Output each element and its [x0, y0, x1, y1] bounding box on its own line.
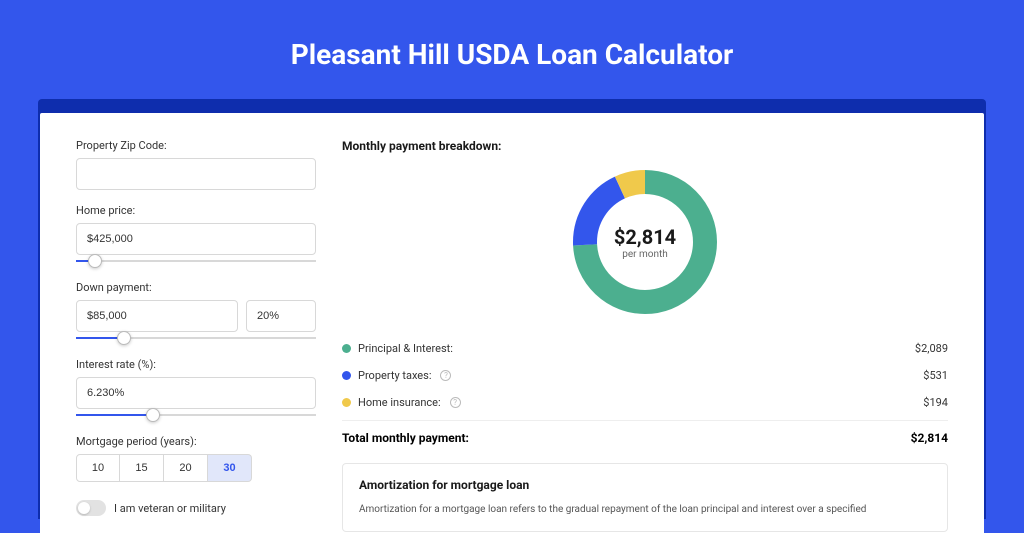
- legend-left: Home insurance:?: [342, 396, 461, 409]
- legend-dot: [342, 371, 351, 380]
- down-payment-pct-input[interactable]: [246, 300, 316, 332]
- donut-subtitle: per month: [622, 249, 668, 260]
- legend-left: Principal & Interest:: [342, 342, 453, 355]
- period-button-10[interactable]: 10: [76, 454, 120, 482]
- info-icon[interactable]: ?: [450, 397, 461, 408]
- legend-label: Home insurance:: [358, 396, 441, 409]
- zip-field-group: Property Zip Code:: [76, 139, 316, 190]
- period-label: Mortgage period (years):: [76, 435, 316, 448]
- donut-center: $2,814 per month: [570, 167, 720, 317]
- amortization-box: Amortization for mortgage loan Amortizat…: [342, 463, 948, 532]
- period-button-30[interactable]: 30: [208, 454, 252, 482]
- legend-row: Principal & Interest: $2,089: [342, 335, 948, 362]
- slider-fill: [76, 414, 153, 416]
- down-payment-slider[interactable]: [76, 334, 316, 344]
- total-label: Total monthly payment:: [342, 431, 469, 445]
- calculator-card: Property Zip Code: Home price: Down paym…: [40, 113, 984, 533]
- donut-container: $2,814 per month: [342, 167, 948, 317]
- total-row: Total monthly payment: $2,814: [342, 420, 948, 445]
- legend-left: Property taxes:?: [342, 369, 451, 382]
- legend-value: $531: [923, 369, 948, 382]
- payment-donut-chart: $2,814 per month: [570, 167, 720, 317]
- down-payment-label: Down payment:: [76, 281, 316, 294]
- home-price-label: Home price:: [76, 204, 316, 217]
- down-payment-input[interactable]: [76, 300, 238, 332]
- period-button-row: 10152030: [76, 454, 316, 482]
- zip-label: Property Zip Code:: [76, 139, 316, 152]
- veteran-toggle-row: I am veteran or military: [76, 500, 316, 516]
- legend-row: Home insurance:? $194: [342, 389, 948, 416]
- interest-rate-input[interactable]: [76, 377, 316, 409]
- legend-value: $2,089: [915, 342, 948, 355]
- page-title: Pleasant Hill USDA Loan Calculator: [0, 0, 1024, 99]
- slider-thumb[interactable]: [146, 408, 160, 422]
- slider-thumb[interactable]: [88, 254, 102, 268]
- legend-dot: [342, 344, 351, 353]
- period-button-20[interactable]: 20: [164, 454, 208, 482]
- breakdown-column: Monthly payment breakdown: $2,814 per mo…: [342, 139, 948, 533]
- donut-amount: $2,814: [614, 225, 676, 249]
- info-icon[interactable]: ?: [440, 370, 451, 381]
- legend-label: Principal & Interest:: [358, 342, 453, 355]
- legend-list: Principal & Interest: $2,089 Property taxe…: [342, 335, 948, 416]
- home-price-group: Home price:: [76, 204, 316, 267]
- amortization-text: Amortization for a mortgage loan refers …: [359, 502, 931, 517]
- period-group: Mortgage period (years): 10152030: [76, 435, 316, 482]
- legend-value: $194: [923, 396, 948, 409]
- zip-input[interactable]: [76, 158, 316, 190]
- interest-rate-group: Interest rate (%):: [76, 358, 316, 421]
- home-price-input[interactable]: [76, 223, 316, 255]
- breakdown-title: Monthly payment breakdown:: [342, 139, 948, 153]
- legend-row: Property taxes:? $531: [342, 362, 948, 389]
- interest-rate-label: Interest rate (%):: [76, 358, 316, 371]
- total-value: $2,814: [911, 431, 948, 445]
- card-shadow: Property Zip Code: Home price: Down paym…: [38, 99, 986, 519]
- amortization-title: Amortization for mortgage loan: [359, 478, 931, 492]
- veteran-toggle[interactable]: [76, 500, 106, 516]
- toggle-knob: [78, 502, 90, 514]
- home-price-slider[interactable]: [76, 257, 316, 267]
- form-column: Property Zip Code: Home price: Down paym…: [76, 139, 316, 533]
- slider-track: [76, 260, 316, 262]
- veteran-label: I am veteran or military: [114, 502, 226, 515]
- interest-rate-slider[interactable]: [76, 411, 316, 421]
- down-payment-group: Down payment:: [76, 281, 316, 344]
- legend-label: Property taxes:: [358, 369, 431, 382]
- legend-dot: [342, 398, 351, 407]
- period-button-15[interactable]: 15: [120, 454, 164, 482]
- slider-thumb[interactable]: [117, 331, 131, 345]
